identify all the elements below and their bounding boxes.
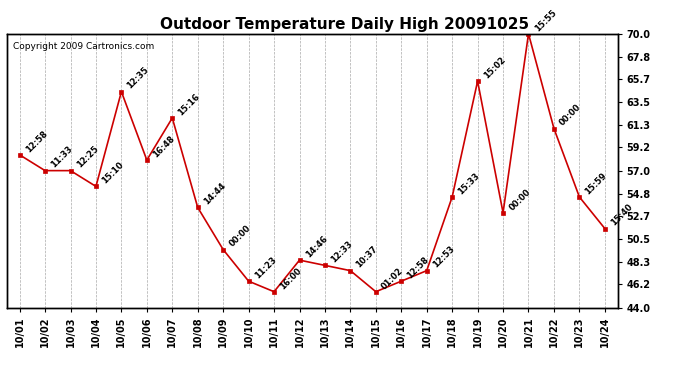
Text: 11:23: 11:23 xyxy=(253,255,278,280)
Text: 14:44: 14:44 xyxy=(202,182,227,207)
Text: 15:59: 15:59 xyxy=(584,171,609,196)
Text: 12:58: 12:58 xyxy=(406,255,431,280)
Text: 15:40: 15:40 xyxy=(609,202,634,228)
Text: 00:00: 00:00 xyxy=(227,224,253,249)
Text: 01:02: 01:02 xyxy=(380,266,405,291)
Text: 12:53: 12:53 xyxy=(431,244,456,270)
Text: 12:33: 12:33 xyxy=(329,239,354,265)
Text: 14:46: 14:46 xyxy=(304,234,329,260)
Text: 16:00: 16:00 xyxy=(278,266,304,291)
Text: 15:02: 15:02 xyxy=(482,55,507,80)
Text: 12:58: 12:58 xyxy=(23,129,49,154)
Text: 12:25: 12:25 xyxy=(75,144,100,170)
Text: 15:55: 15:55 xyxy=(533,8,558,33)
Text: 00:00: 00:00 xyxy=(507,187,532,212)
Text: 10:37: 10:37 xyxy=(355,245,380,270)
Text: 16:48: 16:48 xyxy=(151,134,176,159)
Text: 12:35: 12:35 xyxy=(126,66,151,91)
Text: 15:16: 15:16 xyxy=(177,92,201,117)
Text: 15:10: 15:10 xyxy=(100,160,126,186)
Text: Outdoor Temperature Daily High 20091025: Outdoor Temperature Daily High 20091025 xyxy=(161,17,529,32)
Text: 11:33: 11:33 xyxy=(49,145,75,170)
Text: 00:00: 00:00 xyxy=(558,103,583,128)
Text: 15:33: 15:33 xyxy=(456,171,482,196)
Text: Copyright 2009 Cartronics.com: Copyright 2009 Cartronics.com xyxy=(13,42,155,51)
